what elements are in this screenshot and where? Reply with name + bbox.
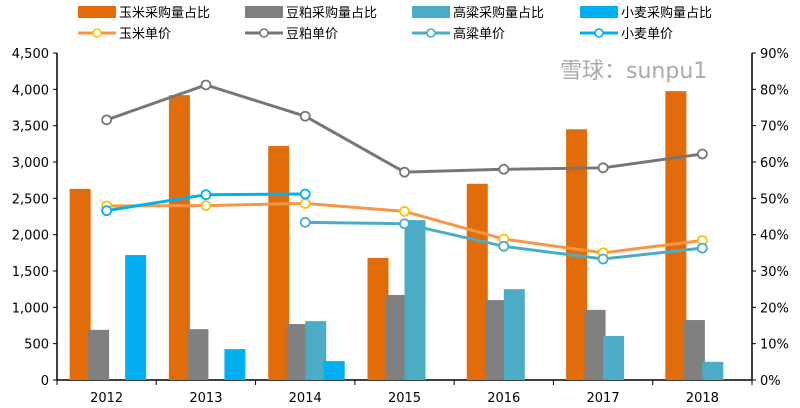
right-tick-label: 60%	[760, 156, 789, 171]
right-tick-label: 80%	[760, 83, 789, 98]
left-tick-label: 1,500	[12, 265, 49, 280]
bar	[88, 329, 110, 380]
line-marker	[299, 216, 311, 228]
bar	[224, 349, 246, 380]
x-tick-label: 2013	[189, 391, 222, 406]
legend-marker	[594, 28, 604, 38]
line-marker	[200, 189, 212, 201]
bar	[125, 255, 147, 380]
line-marker	[498, 240, 510, 252]
legend-swatch	[580, 6, 618, 18]
line-marker	[299, 110, 311, 122]
line-marker	[299, 188, 311, 200]
left-tick-label: 2,000	[12, 229, 49, 244]
line-marker	[498, 163, 510, 175]
bar	[485, 300, 507, 380]
right-tick-label: 0%	[760, 374, 781, 389]
bars	[69, 91, 724, 381]
bar	[69, 188, 91, 380]
bar	[268, 146, 290, 380]
bar	[305, 321, 327, 380]
left-tick-label: 4,000	[12, 83, 49, 98]
right-tick-label: 70%	[760, 120, 789, 135]
x-tick-label: 2014	[289, 391, 322, 406]
bar	[404, 220, 426, 380]
lines	[101, 79, 708, 265]
line-marker	[101, 205, 113, 217]
legend-swatch	[78, 6, 116, 18]
series-line	[106, 83, 703, 174]
line-marker	[299, 198, 311, 209]
bar	[386, 294, 407, 380]
left-tick-label: 2,500	[12, 192, 49, 207]
legend-marker	[259, 28, 269, 38]
bar	[603, 336, 625, 380]
bar	[503, 289, 525, 380]
line-marker	[399, 218, 410, 230]
line-marker	[399, 206, 410, 217]
legend-swatch	[245, 6, 283, 18]
left-tick-label: 500	[24, 338, 49, 353]
bar	[466, 183, 488, 380]
line-marker	[597, 162, 609, 174]
legend-label: 豆粕采购量占比	[286, 5, 377, 21]
legend-label: 高粱单价	[453, 26, 505, 42]
x-tick-label: 2017	[587, 391, 620, 406]
legend-label: 豆粕单价	[286, 27, 338, 42]
line-marker	[597, 253, 609, 265]
legend-marker	[92, 28, 102, 38]
right-tick-label: 20%	[760, 301, 789, 316]
left-tick-label: 0	[41, 374, 49, 389]
bar	[323, 361, 345, 380]
legend-marker	[426, 28, 436, 38]
watermark: 雪球：sunpu1	[560, 59, 707, 84]
x-tick-label: 2016	[487, 391, 520, 406]
line-marker	[200, 79, 212, 91]
right-tick-label: 10%	[760, 338, 789, 353]
left-tick-label: 3,500	[12, 120, 49, 135]
right-tick-label: 40%	[760, 229, 789, 244]
line-marker	[696, 242, 708, 254]
line-marker	[101, 114, 113, 126]
bar	[286, 324, 308, 380]
left-tick-label: 1,000	[12, 301, 49, 316]
x-tick-label: 2015	[388, 391, 421, 406]
legend-swatch	[412, 6, 450, 18]
right-tick-label: 50%	[760, 192, 789, 207]
legend-label: 小麦单价	[621, 27, 673, 42]
line-marker	[200, 200, 212, 212]
axes: 0 500 1,000 1,500 2,000 2,500 3,000 3,500 4,000 4…	[12, 47, 789, 406]
legend-label: 小麦采购量占比	[621, 5, 712, 21]
legend-label: 玉米单价	[119, 27, 171, 42]
bar	[665, 91, 687, 381]
x-tick-label: 2012	[90, 391, 123, 406]
left-tick-label: 4,500	[12, 47, 49, 62]
right-tick-label: 30%	[760, 265, 789, 280]
bar	[187, 329, 209, 380]
bar	[702, 361, 724, 380]
line-marker	[399, 166, 410, 178]
bar	[367, 257, 389, 380]
line-marker	[696, 148, 708, 160]
x-tick-label: 2018	[686, 391, 719, 406]
left-tick-label: 3,000	[12, 156, 49, 171]
bar	[584, 309, 606, 380]
right-tick-label: 90%	[760, 47, 789, 62]
bar	[168, 95, 190, 380]
legend-label: 高粱采购量占比	[453, 5, 544, 21]
bar	[683, 320, 705, 380]
legend-label: 玉米采购量占比	[119, 5, 210, 21]
